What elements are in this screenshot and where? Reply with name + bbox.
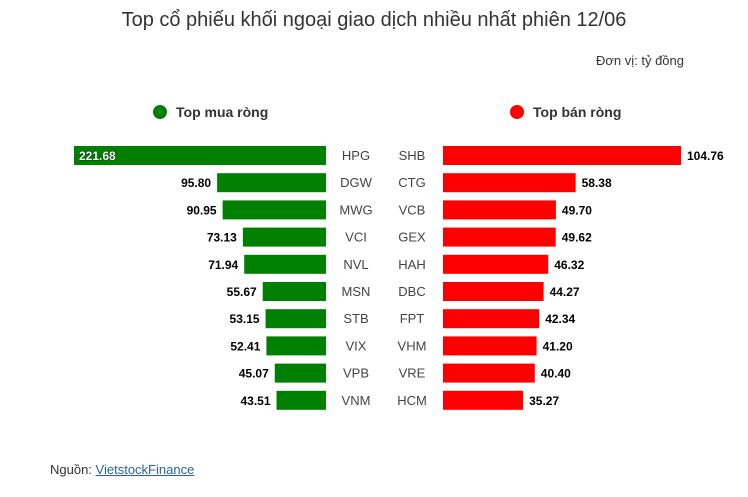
- buy-category-label: STB: [343, 311, 368, 326]
- sell-bar: [443, 200, 556, 220]
- buy-category-label: VNM: [342, 393, 371, 408]
- sell-bar: [443, 146, 681, 165]
- buy-value-label: 95.80: [181, 176, 211, 190]
- legend-sell-label: Top bán ròng: [533, 104, 622, 120]
- buy-bar: [274, 363, 326, 383]
- sell-value-label: 58.38: [582, 176, 612, 190]
- sell-category-label: GEX: [398, 230, 426, 245]
- source-link[interactable]: VietstockFinance: [95, 462, 195, 477]
- sell-category-label: DBC: [398, 284, 425, 299]
- sell-bar: [443, 173, 576, 193]
- buy-value-label: 45.07: [239, 367, 269, 381]
- buy-category-label: NVL: [343, 257, 368, 272]
- unit-label: Đơn vị: tỷ đồng: [595, 53, 684, 68]
- legend-sell[interactable]: Top bán ròng: [510, 104, 621, 120]
- sell-value-label: 46.32: [554, 258, 584, 272]
- buy-value-label: 73.13: [207, 231, 237, 245]
- buy-bar: [217, 173, 326, 193]
- legend-buy[interactable]: Top mua ròng: [153, 104, 268, 120]
- sell-category-label: VHM: [398, 338, 427, 353]
- sell-value-label: 35.27: [529, 394, 559, 408]
- buy-bar: [262, 282, 326, 301]
- buy-category-label: HPG: [342, 148, 370, 163]
- buy-category-label: VIX: [346, 338, 367, 353]
- buy-category-label: VCI: [345, 230, 367, 245]
- legend-sell-marker: [510, 105, 524, 119]
- sell-category-label: SHB: [399, 148, 426, 163]
- sell-value-label: 49.62: [562, 231, 592, 245]
- buy-bar: [266, 336, 326, 356]
- sell-category-label: VRE: [399, 366, 426, 381]
- sell-category-label: VCB: [399, 202, 426, 217]
- sell-value-label: 104.76: [687, 149, 724, 163]
- source-line: Nguồn: VietstockFinance: [50, 462, 194, 477]
- sell-value-label: 42.34: [545, 312, 575, 326]
- sell-bar: [443, 336, 537, 356]
- buy-value-label: 52.41: [230, 339, 260, 353]
- buy-value-label: 53.15: [230, 312, 260, 326]
- sell-bar: [443, 282, 544, 301]
- sell-value-label: 40.40: [541, 367, 571, 381]
- buy-category-label: MSN: [342, 284, 371, 299]
- sell-category-label: FPT: [400, 311, 425, 326]
- buy-bar: [222, 200, 326, 220]
- buy-value-label: 90.95: [187, 203, 217, 217]
- sell-bar: [443, 254, 549, 274]
- buy-category-label: VPB: [343, 366, 369, 381]
- sell-value-label: 41.20: [543, 339, 573, 353]
- buy-value-label: 55.67: [227, 285, 257, 299]
- sell-value-label: 49.70: [562, 203, 592, 217]
- sell-category-label: CTG: [398, 175, 425, 190]
- buy-value-label: 221.68: [79, 149, 116, 163]
- buy-value-label: 43.51: [241, 394, 271, 408]
- sell-bar: [443, 390, 524, 410]
- sell-bar: [443, 309, 540, 329]
- buy-value-label: 71.94: [208, 258, 238, 272]
- buy-bar: [242, 227, 326, 247]
- buy-bar: [244, 254, 326, 274]
- buy-bar: [265, 309, 326, 329]
- legend-buy-label: Top mua ròng: [176, 104, 269, 120]
- legend-buy-marker: [153, 105, 167, 119]
- buy-bar: [74, 146, 326, 165]
- sell-value-label: 44.27: [550, 285, 580, 299]
- sell-category-label: HAH: [398, 257, 425, 272]
- sell-category-label: HCM: [397, 393, 427, 408]
- chart-title: Top cổ phiếu khối ngoại giao dịch nhiều …: [121, 9, 627, 31]
- buy-bar: [276, 390, 326, 410]
- buy-category-label: MWG: [339, 202, 372, 217]
- sell-bar: [443, 363, 535, 383]
- sell-bar: [443, 227, 556, 247]
- source-label: Nguồn:: [50, 462, 92, 477]
- buy-category-label: DGW: [340, 175, 373, 190]
